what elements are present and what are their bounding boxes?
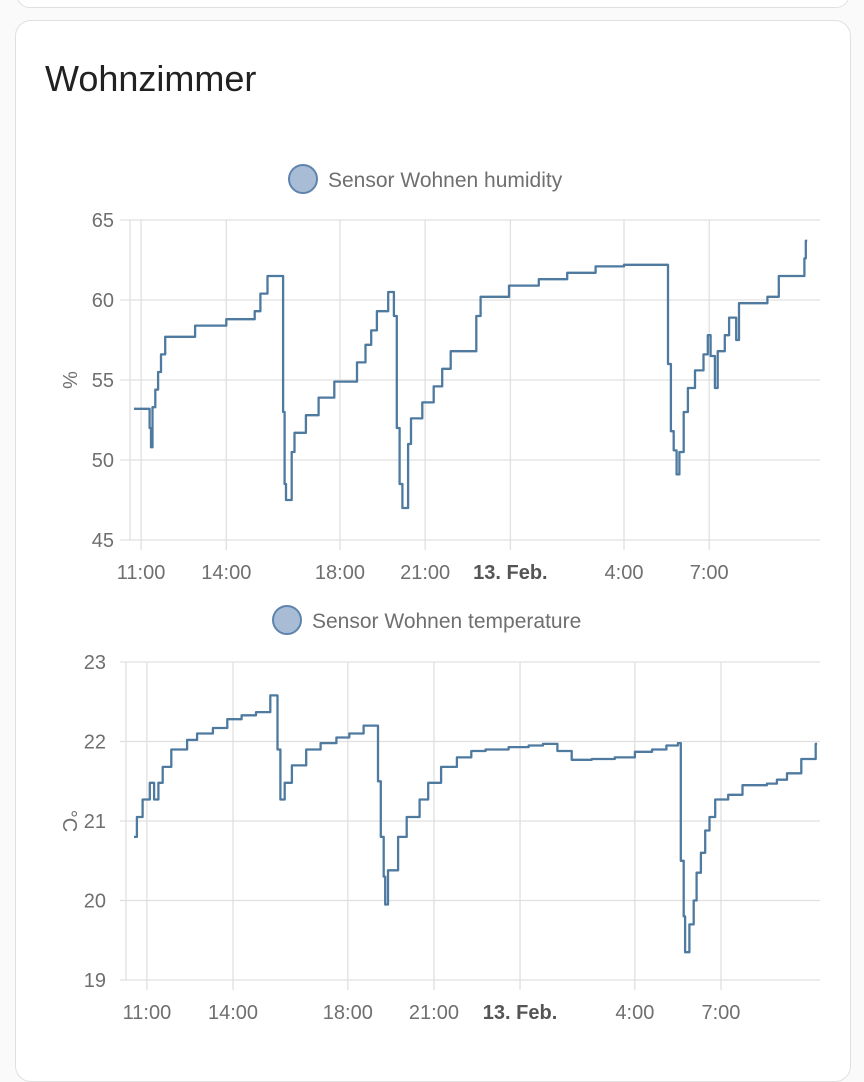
x-tick-label: 21:00 (409, 1002, 459, 1024)
y-tick-label: 20 (84, 891, 106, 913)
x-tick-label: 13. Feb. (483, 1002, 557, 1024)
temperature-chart: Sensor Wohnen temperature 19 20 21 22 23 11:00… (58, 605, 820, 1024)
legend-marker[interactable] (272, 605, 302, 635)
legend-label[interactable]: Sensor Wohnen humidity (328, 169, 563, 192)
x-tick-label: 11:00 (123, 1002, 172, 1024)
x-tick-label: 14:00 (208, 1002, 258, 1024)
previous-card-edge (16, 0, 850, 8)
x-tick-label: 13. Feb. (473, 562, 547, 584)
y-tick-label: 23 (84, 652, 106, 674)
x-tick-label: 7:00 (690, 562, 729, 584)
x-tick-label: 14:00 (201, 562, 251, 584)
y-tick-label: 60 (92, 290, 114, 312)
x-tick-label: 18:00 (315, 562, 365, 584)
series-line (134, 694, 818, 954)
x-tick-label: 11:00 (117, 562, 166, 584)
y-tick-label: 55 (92, 370, 114, 392)
card (15, 20, 851, 1082)
x-tick-label: 4:00 (615, 1002, 654, 1024)
y-tick-label: 21 (84, 811, 106, 833)
y-tick-label: 19 (84, 970, 106, 992)
humidity-chart: Sensor Wohnen humidity 45 50 55 60 65 11:00 14:… (58, 164, 820, 584)
y-axis-label: % (58, 371, 80, 389)
legend-label[interactable]: Sensor Wohnen temperature (312, 610, 581, 633)
x-tick-label: 7:00 (702, 1002, 741, 1024)
x-tick-label: 4:00 (605, 562, 644, 584)
x-tick-label: 18:00 (323, 1002, 373, 1024)
y-tick-label: 45 (92, 530, 114, 552)
x-tick-label: 21:00 (400, 562, 450, 584)
y-tick-label: 50 (92, 450, 114, 472)
y-tick-label: 65 (92, 210, 114, 232)
y-axis-label: °C (58, 810, 80, 832)
legend-marker[interactable] (288, 164, 318, 194)
series-line (134, 239, 808, 510)
card-title: Wohnzimmer (45, 58, 257, 99)
y-tick-label: 22 (84, 732, 106, 754)
